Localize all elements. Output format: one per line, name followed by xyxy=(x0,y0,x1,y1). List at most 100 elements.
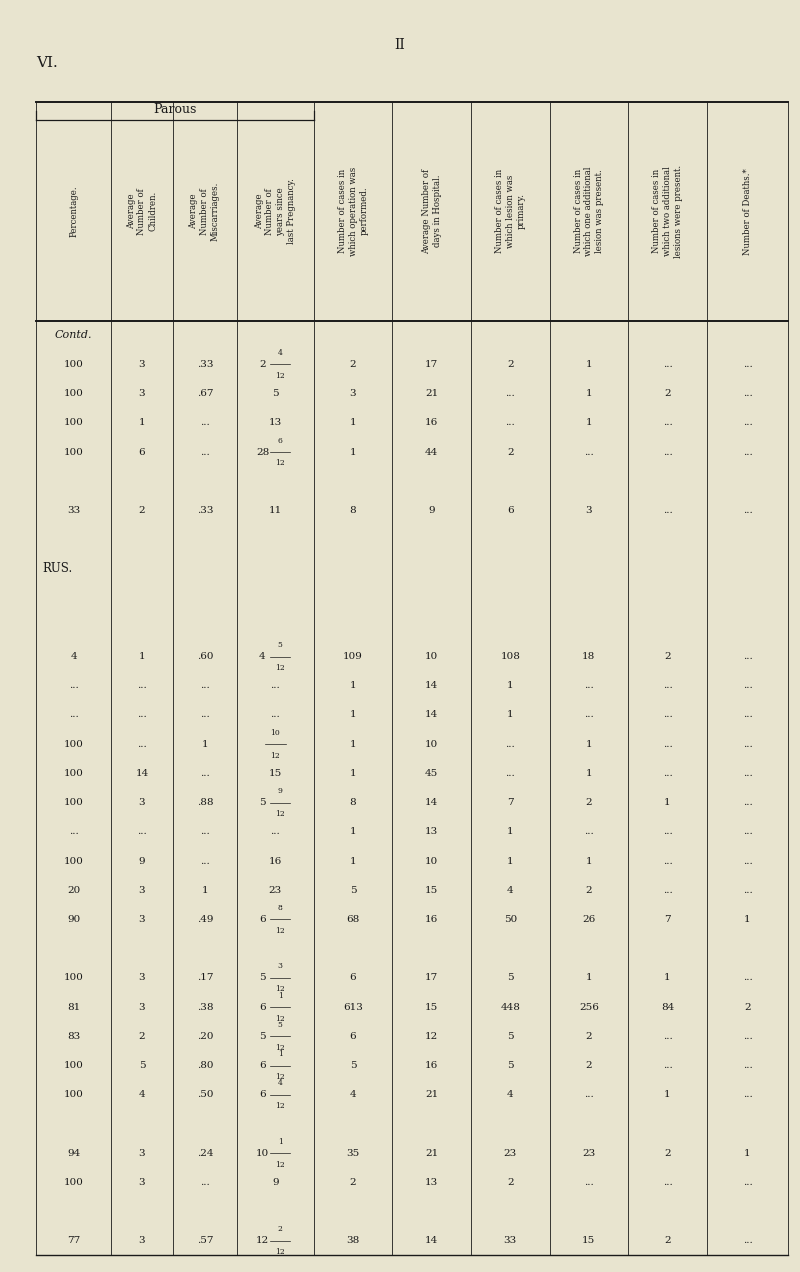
Text: ...: ... xyxy=(662,711,672,720)
Text: 1: 1 xyxy=(350,448,356,457)
Text: VI.: VI. xyxy=(36,56,58,70)
Text: 100: 100 xyxy=(64,360,83,369)
Text: 1: 1 xyxy=(202,740,208,749)
Text: 9: 9 xyxy=(428,506,435,515)
Text: .80: .80 xyxy=(197,1061,213,1070)
Text: ...: ... xyxy=(662,856,672,865)
Text: 1: 1 xyxy=(664,1090,671,1099)
Text: 1: 1 xyxy=(586,740,592,749)
Text: 2: 2 xyxy=(586,1032,592,1040)
Text: 33: 33 xyxy=(67,506,80,515)
Text: 5: 5 xyxy=(259,798,266,808)
Text: 44: 44 xyxy=(425,448,438,457)
Text: 100: 100 xyxy=(64,418,83,427)
Text: ...: ... xyxy=(506,389,515,398)
Text: ...: ... xyxy=(662,885,672,894)
Text: ...: ... xyxy=(200,827,210,836)
Text: 1: 1 xyxy=(507,856,514,865)
Text: 94: 94 xyxy=(67,1149,80,1158)
Text: Number of cases in
which one additional
lesion was present.: Number of cases in which one additional … xyxy=(574,167,604,256)
Text: .20: .20 xyxy=(197,1032,213,1040)
Text: 12: 12 xyxy=(275,371,285,380)
Text: ...: ... xyxy=(506,740,515,749)
Text: 5: 5 xyxy=(350,1061,356,1070)
Text: ...: ... xyxy=(584,711,594,720)
Text: ...: ... xyxy=(506,768,515,778)
Text: 38: 38 xyxy=(346,1236,360,1245)
Text: ...: ... xyxy=(137,827,147,836)
Text: 2: 2 xyxy=(350,360,356,369)
Text: 4: 4 xyxy=(278,349,282,357)
Text: ...: ... xyxy=(137,682,147,691)
Text: ...: ... xyxy=(742,389,752,398)
Text: ...: ... xyxy=(584,682,594,691)
Text: 14: 14 xyxy=(135,768,149,778)
Text: 1: 1 xyxy=(350,711,356,720)
Text: 2: 2 xyxy=(507,360,514,369)
Text: 2: 2 xyxy=(664,1236,671,1245)
Text: 10: 10 xyxy=(270,729,280,736)
Text: 5: 5 xyxy=(507,1032,514,1040)
Text: 613: 613 xyxy=(343,1002,363,1011)
Text: 83: 83 xyxy=(67,1032,80,1040)
Text: 10: 10 xyxy=(256,1149,269,1158)
Text: 3: 3 xyxy=(138,389,146,398)
Text: Average
Number of
years since
last Pregnancy.: Average Number of years since last Pregn… xyxy=(254,178,296,244)
Text: ...: ... xyxy=(584,448,594,457)
Text: 5: 5 xyxy=(350,885,356,894)
Text: Percentage.: Percentage. xyxy=(69,186,78,237)
Text: ...: ... xyxy=(742,1236,752,1245)
Text: 3: 3 xyxy=(138,360,146,369)
Text: 17: 17 xyxy=(425,973,438,982)
Text: .33: .33 xyxy=(197,506,213,515)
Text: 21: 21 xyxy=(425,1090,438,1099)
Text: 1: 1 xyxy=(586,418,592,427)
Text: 26: 26 xyxy=(582,915,595,923)
Text: 2: 2 xyxy=(586,1061,592,1070)
Text: .57: .57 xyxy=(197,1236,213,1245)
Text: 21: 21 xyxy=(425,389,438,398)
Text: ...: ... xyxy=(742,798,752,808)
Text: ...: ... xyxy=(742,506,752,515)
Text: 100: 100 xyxy=(64,973,83,982)
Text: ...: ... xyxy=(662,682,672,691)
Text: 1: 1 xyxy=(507,682,514,691)
Text: 3: 3 xyxy=(138,1178,146,1187)
Text: 12: 12 xyxy=(275,459,285,468)
Text: ...: ... xyxy=(584,1178,594,1187)
Text: 1: 1 xyxy=(744,915,750,923)
Text: 6: 6 xyxy=(278,436,282,445)
Text: 21: 21 xyxy=(425,1149,438,1158)
Text: 20: 20 xyxy=(67,885,80,894)
Text: 1: 1 xyxy=(744,1149,750,1158)
Text: ...: ... xyxy=(200,856,210,865)
Text: 2: 2 xyxy=(664,1149,671,1158)
Text: 33: 33 xyxy=(504,1236,517,1245)
Text: 12: 12 xyxy=(275,1103,285,1110)
Text: 6: 6 xyxy=(259,1061,266,1070)
Text: 90: 90 xyxy=(67,915,80,923)
Text: 45: 45 xyxy=(425,768,438,778)
Text: 84: 84 xyxy=(661,1002,674,1011)
Text: 256: 256 xyxy=(579,1002,599,1011)
Text: II: II xyxy=(394,38,406,52)
Text: ...: ... xyxy=(742,682,752,691)
Text: 13: 13 xyxy=(425,1178,438,1187)
Text: ...: ... xyxy=(662,448,672,457)
Text: ...: ... xyxy=(662,506,672,515)
Text: .17: .17 xyxy=(197,973,213,982)
Text: 10: 10 xyxy=(425,740,438,749)
Text: ...: ... xyxy=(742,973,752,982)
Text: .38: .38 xyxy=(197,1002,213,1011)
Text: 4: 4 xyxy=(278,1080,282,1088)
Text: ...: ... xyxy=(137,740,147,749)
Text: 100: 100 xyxy=(64,448,83,457)
Text: 16: 16 xyxy=(425,1061,438,1070)
Text: 12: 12 xyxy=(275,810,285,818)
Text: 100: 100 xyxy=(64,798,83,808)
Text: ...: ... xyxy=(200,711,210,720)
Text: 15: 15 xyxy=(269,768,282,778)
Text: 8: 8 xyxy=(350,798,356,808)
Text: ...: ... xyxy=(270,711,280,720)
Text: 4: 4 xyxy=(138,1090,146,1099)
